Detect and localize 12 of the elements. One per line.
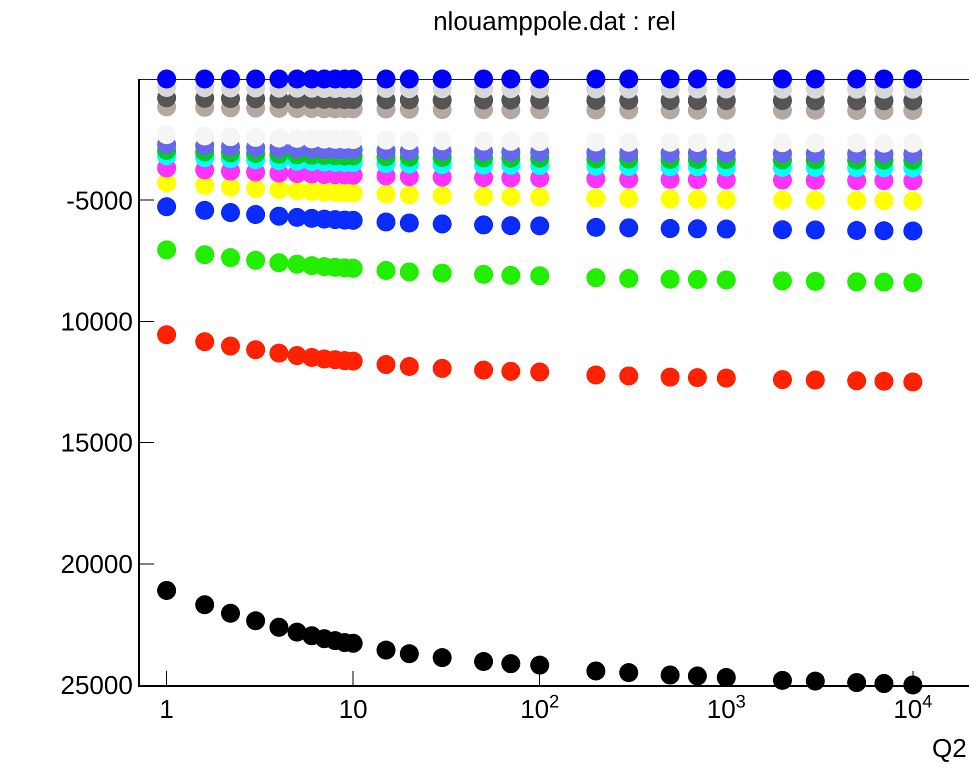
y-tick-label: 15000 bbox=[60, 428, 133, 458]
y-tick-label: 20000 bbox=[60, 548, 133, 579]
x-tick-label: 10 bbox=[338, 694, 368, 724]
x-axis-title: Q2 bbox=[932, 733, 967, 763]
x-tick-label: 10$^{2}$ bbox=[520, 691, 560, 724]
x-tick-label: 10$^{4}$ bbox=[893, 691, 932, 724]
x-tick-label: 1 bbox=[159, 694, 174, 724]
y-tick-label: 10000 bbox=[60, 306, 133, 336]
x-tick-label: 10$^{3}$ bbox=[706, 691, 746, 724]
y-tick-label: 25000 bbox=[60, 670, 133, 700]
chart-title: nlouamppole.dat : rel bbox=[433, 6, 676, 36]
y-tick-label: -5000 bbox=[66, 185, 133, 216]
